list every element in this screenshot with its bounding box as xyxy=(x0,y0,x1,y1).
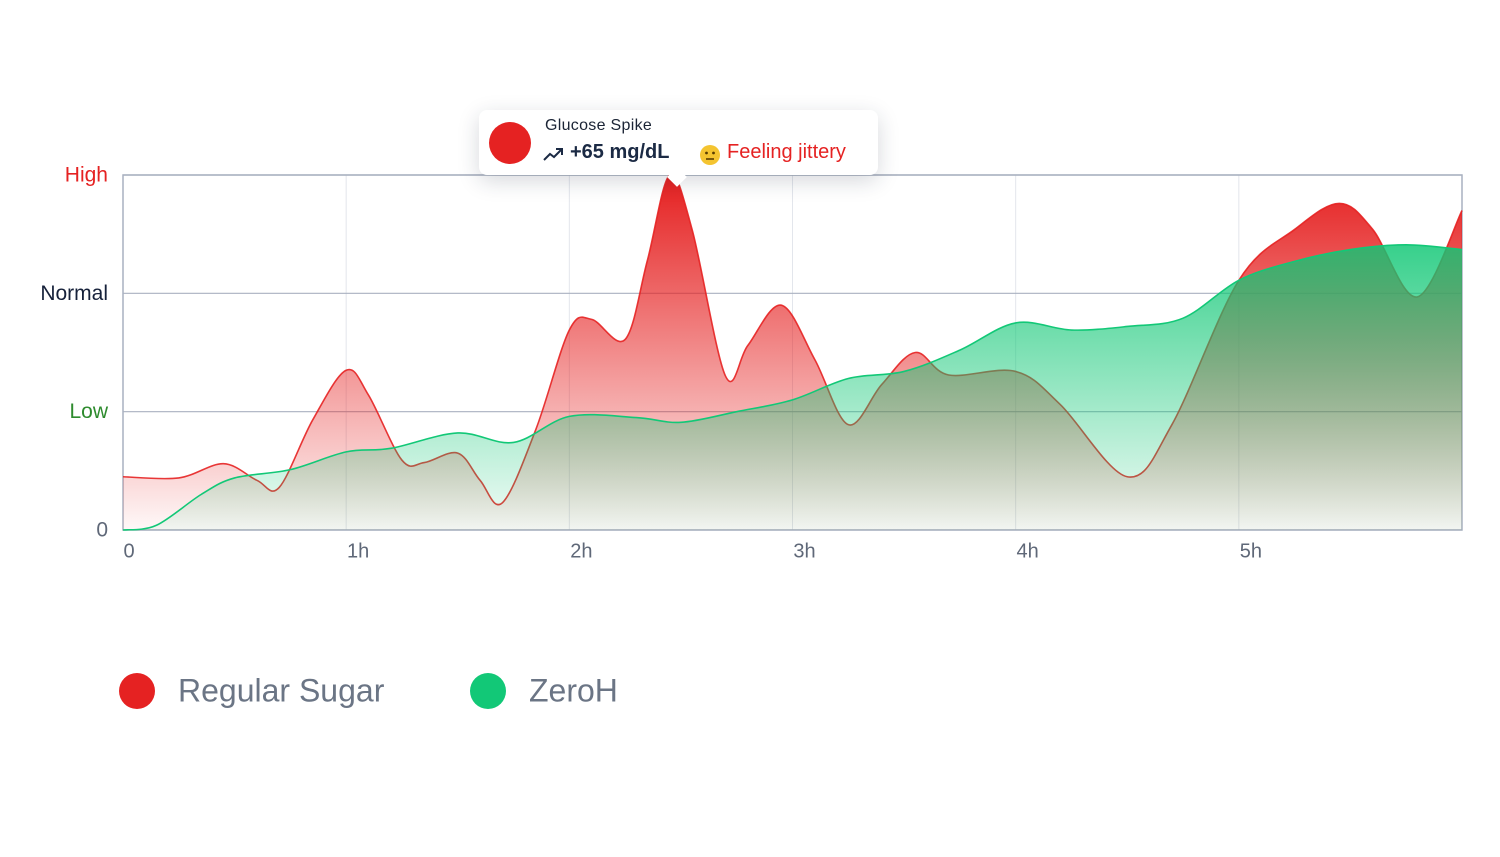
tooltip-title: Glucose Spike xyxy=(545,117,653,134)
tooltip: Glucose Spike +65 mg/dL Feeling jittery xyxy=(479,110,878,175)
y-tick-label: 0 xyxy=(96,519,108,542)
x-tick-label: 4h xyxy=(1017,540,1039,562)
x-tick-label: 1h xyxy=(347,540,369,562)
trend-icon xyxy=(543,148,563,161)
tooltip-dot xyxy=(489,122,531,164)
area xyxy=(123,174,1462,530)
y-tick-label: High xyxy=(65,164,108,187)
x-tick-label: 3h xyxy=(793,540,815,562)
area xyxy=(123,244,1462,531)
legend-label: ZeroH xyxy=(529,672,618,708)
line xyxy=(122,244,1463,531)
tooltip-note: Feeling jittery xyxy=(727,141,846,163)
x-tick-label: 0 xyxy=(123,540,134,562)
x-tick-label: 5h xyxy=(1240,540,1262,562)
tooltip-value: +65 mg/dL xyxy=(570,141,670,163)
legend-swatch xyxy=(119,673,155,709)
x-tick-label: 2h xyxy=(570,540,592,562)
legend-label: Regular Sugar xyxy=(178,672,385,708)
y-tick-label: Low xyxy=(69,400,108,423)
face-icon xyxy=(700,145,720,165)
y-tick-label: Normal xyxy=(40,282,108,305)
legend-swatch xyxy=(470,673,506,709)
